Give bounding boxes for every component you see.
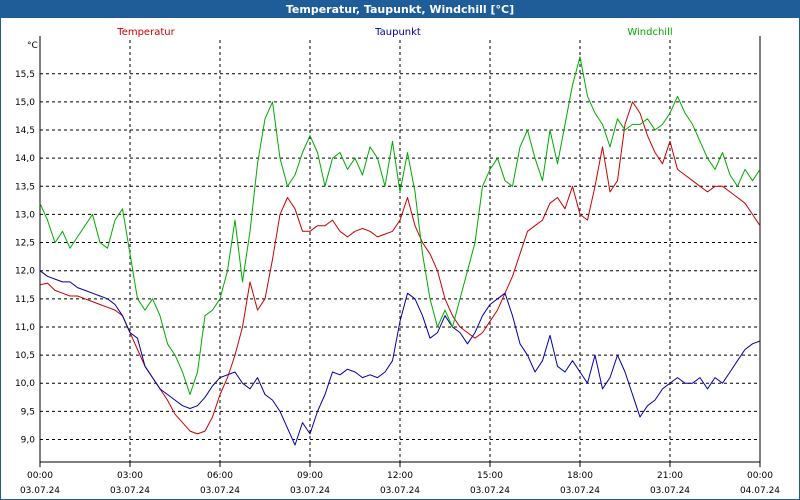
chart-canvas: 9,0 9,5 10,0 10,5 11,0 11,5 12,0 12,5 13,0 13,5 14… <box>15 27 780 496</box>
legend: Temperatur Taupunkt Windchill <box>116 27 672 38</box>
x-tick-date: 03.07.24 <box>560 486 600 496</box>
y-axis-unit: °C <box>27 41 38 51</box>
x-tick-date: 04.07.24 <box>740 486 780 496</box>
x-tick-time: 21:00 <box>657 471 683 481</box>
y-tick-label: 15,0 <box>15 98 35 108</box>
x-tick-date: 03.07.24 <box>380 486 420 496</box>
y-tick-label: 11,0 <box>15 323 35 333</box>
tick-labels: 9,0 9,5 10,0 10,5 11,0 11,5 12,0 12,5 13,0 13,5 14… <box>15 41 780 496</box>
x-tick-time: 15:00 <box>477 471 503 481</box>
x-tick-date: 03.07.24 <box>20 486 60 496</box>
axes <box>39 36 761 467</box>
x-tick-time: 18:00 <box>567 471 593 481</box>
x-tick-time: 03:00 <box>117 471 143 481</box>
series-line-taupunkt <box>39 270 761 446</box>
x-tick-time: 09:00 <box>297 471 323 481</box>
y-tick-label: 12,0 <box>15 267 35 277</box>
y-tick-label: 14,0 <box>15 154 35 164</box>
x-tick-time: 06:00 <box>207 471 233 481</box>
series-lines <box>39 56 761 446</box>
y-tick-label: 14,5 <box>15 126 35 136</box>
y-tick-label: 15,5 <box>15 70 35 80</box>
x-tick-date: 03.07.24 <box>290 486 330 496</box>
x-tick-time: 00:00 <box>27 471 53 481</box>
y-tick-label: 9,5 <box>21 407 35 417</box>
legend-taupunkt: Taupunkt <box>374 27 421 38</box>
y-tick-label: 12,5 <box>15 239 35 249</box>
x-tick-time: 12:00 <box>387 471 413 481</box>
x-tick-date: 03.07.24 <box>470 486 510 496</box>
y-tick-label: 13,5 <box>15 182 35 192</box>
grid <box>40 40 760 462</box>
y-tick-label: 13,0 <box>15 210 35 220</box>
y-tick-label: 10,0 <box>15 379 35 389</box>
y-tick-label: 11,5 <box>15 295 35 305</box>
x-tick-date: 03.07.24 <box>650 486 690 496</box>
chart-title: Temperatur, Taupunkt, Windchill [°C] <box>1 1 799 18</box>
legend-temperatur: Temperatur <box>116 27 175 38</box>
y-tick-label: 9,0 <box>21 435 36 445</box>
x-tick-date: 03.07.24 <box>110 486 150 496</box>
x-tick-time: 00:00 <box>747 471 773 481</box>
legend-windchill: Windchill <box>627 27 672 38</box>
x-tick-date: 03.07.24 <box>200 486 240 496</box>
y-tick-label: 10,5 <box>15 351 35 361</box>
series-line-windchill <box>39 56 761 395</box>
